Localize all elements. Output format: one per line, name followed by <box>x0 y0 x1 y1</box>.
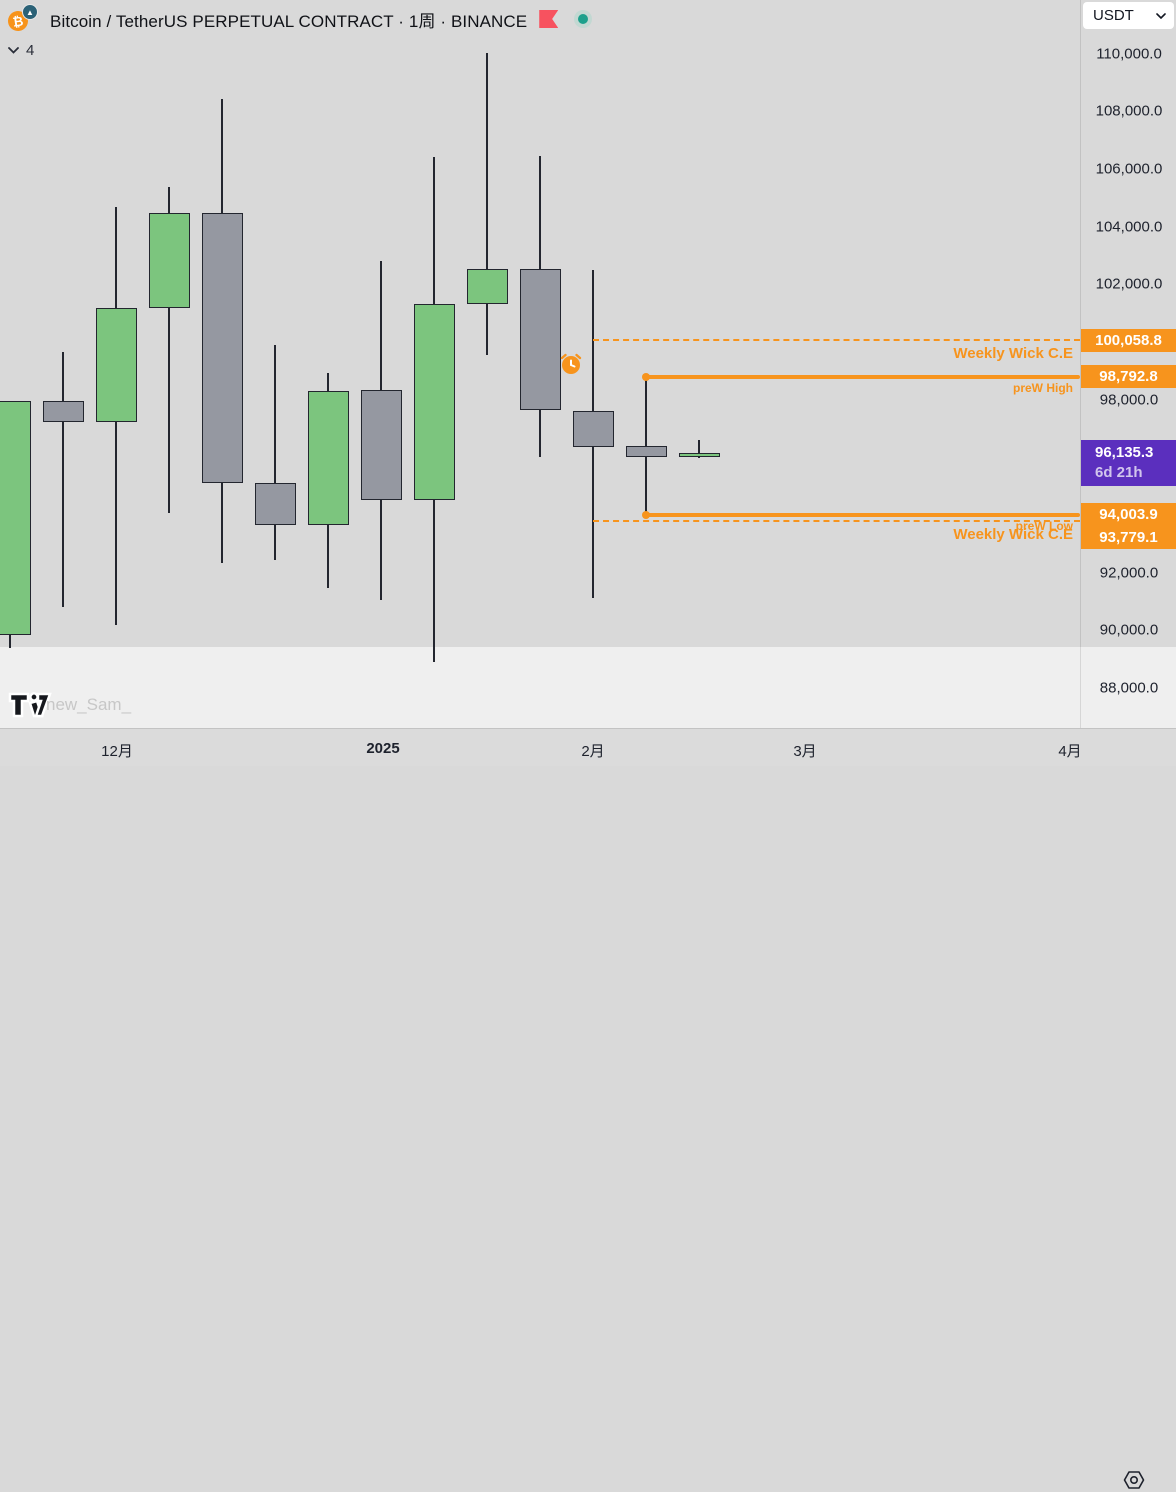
candle <box>255 482 296 525</box>
axis-price-flag-weekly-wick-ce-high: 100,058.8 <box>1081 328 1176 352</box>
tradingview-logo-icon <box>8 692 52 718</box>
price-line-label-weekly-wick-ce-low: Weekly Wick C.E <box>953 526 1073 544</box>
candle <box>414 303 455 500</box>
candle-wick <box>698 439 700 458</box>
price-tick-label: 92,000.0 <box>1099 564 1159 582</box>
current-price-label: 96,135.3 6d 21h <box>1081 440 1176 487</box>
candle <box>308 390 349 525</box>
candle <box>679 453 720 457</box>
chevron-down-icon <box>8 47 19 54</box>
price-tick-label: 106,000.0 <box>1095 160 1163 178</box>
price-line-label-prew-low: preW Low <box>1015 518 1073 533</box>
time-tick-label: 4月 <box>1058 743 1082 760</box>
candle <box>626 445 667 457</box>
candle-wick <box>62 351 64 607</box>
price-line-prew-low[interactable] <box>645 512 1080 517</box>
bar-countdown: 6d 21h <box>1095 464 1143 482</box>
candle-wick <box>274 344 276 560</box>
candle <box>43 400 84 422</box>
chart-legend: ₿ ▲ Bitcoin / TetherUS PERPETUAL CONTRAC… <box>6 4 593 59</box>
alarm-clock-icon[interactable] <box>558 351 584 377</box>
time-tick-label: 2025 <box>366 740 400 757</box>
candle <box>361 389 402 500</box>
watermark: new_Sam_ <box>8 691 131 719</box>
symbol-title[interactable]: Bitcoin / TetherUS PERPETUAL CONTRACT · … <box>50 11 528 31</box>
price-axis[interactable]: 110,000.0 108,000.0 106,000.0 104,000.0 102,… <box>1080 0 1176 728</box>
time-tick-label: 2月 <box>581 743 605 760</box>
current-price-value: 96,135.3 <box>1095 444 1154 462</box>
price-line-weekly-wick-ce-high[interactable] <box>593 339 1080 342</box>
candle-wick <box>168 186 170 513</box>
price-line-weekly-wick-ce-low[interactable] <box>593 520 1080 523</box>
candle <box>0 400 31 635</box>
chevron-down-icon <box>1156 12 1166 19</box>
time-axis[interactable]: 12月 2025 2月 3月 4月 <box>0 728 1176 1489</box>
price-tick-label: 108,000.0 <box>1095 102 1163 120</box>
price-tick-label: 110,000.0 <box>1096 45 1162 62</box>
market-status-dot-icon[interactable] <box>574 10 593 28</box>
axis-price-flag-weekly-wick-ce-low: 93,779.1 <box>1081 526 1176 550</box>
legend-collapse-count: 4 <box>26 42 35 59</box>
axis-price-flag-prew-low: 94,003.9 <box>1081 503 1176 527</box>
price-line-anchor-dot <box>642 372 650 381</box>
watermark-username: new_Sam_ <box>46 695 132 714</box>
flag-icon[interactable] <box>539 10 559 28</box>
price-line-label-weekly-wick-ce-high: Weekly Wick C.E <box>953 345 1073 363</box>
candle-wick <box>645 376 647 515</box>
candle <box>96 307 137 422</box>
chart-area[interactable]: Weekly Wick C.E preW High preW Low Weekly W… <box>0 0 1080 728</box>
axis-settings-gear-icon[interactable] <box>1122 1468 1146 1492</box>
currency-selector[interactable]: USDT <box>1083 2 1174 29</box>
candle <box>202 212 243 483</box>
price-tick-label: 90,000.0 <box>1099 621 1159 639</box>
price-tick-label: 102,000.0 <box>1095 275 1163 293</box>
time-tick-label: 12月 <box>101 743 133 760</box>
price-tick-label: 88,000.0 <box>1099 679 1159 697</box>
candle <box>520 268 561 410</box>
perpetual-badge-icon: ▲ <box>22 4 38 20</box>
price-line-anchor-dot <box>642 510 650 519</box>
axis-price-flag-prew-high: 98,792.8 <box>1081 365 1176 389</box>
candle-wick <box>486 53 488 355</box>
price-tick-label: 98,000.0 <box>1099 391 1159 409</box>
bitcoin-logo-icon: ₿ ▲ <box>6 4 42 34</box>
chart-lower-band <box>0 647 1176 728</box>
candle <box>149 212 190 308</box>
time-tick-label: 3月 <box>793 743 817 760</box>
price-line-prew-high[interactable] <box>645 374 1080 379</box>
currency-selector-value: USDT <box>1093 7 1134 24</box>
legend-collapse-toggle[interactable]: 4 <box>8 42 34 59</box>
candle <box>573 410 614 447</box>
price-line-label-prew-high: preW High <box>1013 380 1073 395</box>
price-tick-label: 104,000.0 <box>1095 218 1163 236</box>
candle <box>467 268 508 304</box>
